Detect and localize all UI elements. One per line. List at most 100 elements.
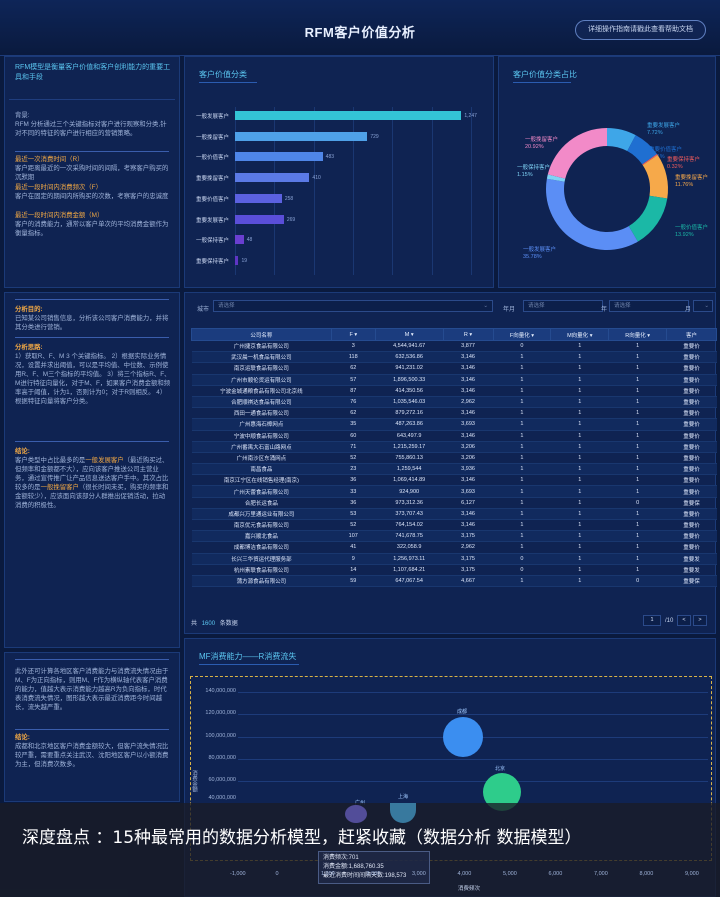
bubble-y-tick: 60,000,000: [208, 777, 236, 783]
table-row[interactable]: 宁波中顺食品有限公司 60 643,497.9 3,146 1 1 1 重要价: [191, 430, 717, 442]
table-cell: 3,146: [443, 374, 493, 386]
table-cell: 52: [331, 452, 376, 465]
table-cell: 3,175: [443, 564, 493, 576]
m-text: 客户的消费能力，通常以客户单次的平均消费金额作为衡量指标。: [15, 221, 169, 237]
table-cell: 71: [331, 441, 376, 453]
donut-slice-4[interactable]: [628, 195, 668, 242]
table-row[interactable]: 广州番禺大石富山路网点 71 1,215,259.17 3,206 1 1 1 重要价: [191, 441, 717, 453]
donut-slice-5[interactable]: [546, 178, 638, 250]
month-dropdown-toggle[interactable]: ⌄: [693, 300, 713, 312]
month-select[interactable]: 请选择: [609, 300, 689, 312]
bar-5[interactable]: [235, 214, 284, 224]
donut-slice-0[interactable]: [607, 128, 636, 152]
prev-page-button[interactable]: <: [677, 615, 691, 626]
bar-7[interactable]: [235, 255, 239, 265]
table-cell: 941,231.02: [375, 362, 444, 375]
donut-slice-7[interactable]: [547, 128, 607, 179]
table-row[interactable]: 杭州素联食品有限公司 14 1,107,684.21 3,175 0 1 1 重要发: [191, 564, 717, 576]
table-cell: 9: [331, 553, 376, 565]
table-cell: 重要价: [666, 374, 717, 386]
table-row[interactable]: 南昌食品 23 1,259,544 3,936 1 1 1 重要价: [191, 463, 717, 476]
table-header-cell[interactable]: R向量化 ▾: [608, 328, 668, 341]
table-row[interactable]: 广州天蕾食品有限公司 33 924,900 3,693 1 1 1 重要价: [191, 485, 717, 498]
bubble-shanghai[interactable]: [390, 803, 416, 823]
donut-slice-3[interactable]: [642, 155, 668, 199]
table-row[interactable]: 广州惠海石樟网点 35 487,263.86 3,693 1 1 1 重要价: [191, 418, 717, 431]
bar-6[interactable]: [235, 235, 244, 245]
table-row[interactable]: 广州市顺伦货运有限公司 57 1,896,500.33 3,146 1 1 1 重要价: [191, 374, 717, 386]
table-cell: 1: [550, 485, 609, 498]
table-header-cell[interactable]: M向量化 ▾: [550, 328, 610, 341]
help-doc-button[interactable]: 详细操作指南请戳此查看帮助文档: [575, 20, 706, 40]
table-cell: 973,312.36: [375, 497, 444, 509]
bubble-guangzhou[interactable]: [345, 805, 367, 823]
donut-slice-1[interactable]: [627, 135, 657, 165]
table-row[interactable]: 宁波金城通粮食品有限公司北京线 87 414,350.56 3,146 1 1 1 重要价: [191, 385, 717, 397]
next-page-button[interactable]: >: [693, 615, 707, 626]
page-input[interactable]: 1: [643, 615, 661, 626]
table-row[interactable]: 合肥顺祺达食品有限公司 76 1,035,546.03 2,962 1 1 1 重要价: [191, 396, 717, 409]
background-title: 背景:: [15, 112, 30, 119]
table-cell: 1: [550, 497, 609, 509]
donut-slice-label: 重要保持客户: [667, 155, 700, 163]
table-header-cell[interactable]: 公司名称: [191, 328, 332, 341]
table-cell: 1: [493, 396, 551, 409]
table-cell: 1: [550, 530, 609, 543]
table-header-cell[interactable]: R ▾: [442, 328, 494, 341]
table-row[interactable]: 广州捷京食品有限公司 3 4,544,941.67 3,877 0 1 1 重要价: [191, 340, 717, 353]
table-row[interactable]: 南京江宁区在线销售经理(南京) 36 1,069,414.89 3,146 1 1 1 重要价: [191, 474, 717, 487]
chevron-down-icon: ⌄: [483, 303, 488, 309]
table-row[interactable]: 合肥长运食品 36 973,312.36 6,127 1 1 0 重要保: [191, 497, 717, 509]
bubble-x-tick: 1,000: [321, 871, 335, 877]
table-header-cell[interactable]: M ▾: [374, 328, 444, 341]
bar-0[interactable]: [235, 111, 462, 120]
bar-gridline: [431, 107, 433, 275]
bar-value-label: 410: [312, 175, 321, 182]
table-row[interactable]: 广州南沙区东涌网点 52 755,860.13 3,206 1 1 1 重要价: [191, 452, 717, 465]
table-cell: 4,667: [443, 575, 493, 588]
table-row[interactable]: 南京运联食品有限公司 62 941,231.02 3,146 1 1 1 重要价: [191, 362, 717, 375]
year-select[interactable]: 请选择: [523, 300, 603, 312]
table-row[interactable]: 武汉晨一机食品有限公司 118 632,536.86 3,146 1 1 1 重要价: [191, 351, 717, 364]
thinking-text: 1）获取R、F、M 3 个关键指标。 2）根据实际业务情况，设置并求出阈值，可以…: [15, 353, 171, 405]
table-cell: 643,497.9: [375, 430, 444, 442]
table-cell: 1: [493, 441, 551, 453]
thinking-title: 分析思路:: [15, 344, 43, 351]
table-row[interactable]: 成都博洁食品有限公司 41 322,058.9 2,962 1 1 1 重要价: [191, 541, 717, 554]
customer-table: 公司名称 F ▾ M ▾ R ▾ F向量化 ▾ M向量化 ▾ R向量化 ▾ 客户 广州捷京食品…: [191, 328, 717, 588]
bar-2[interactable]: [235, 152, 323, 162]
table-cell: 蒲方源食品有限公司: [191, 575, 332, 588]
table-row[interactable]: 蒲方源食品有限公司 59 647,067.54 4,667 1 1 0 重要保: [191, 575, 717, 588]
table-cell: 1: [550, 463, 609, 476]
table-cell: 0: [493, 564, 551, 576]
table-cell: 107: [331, 530, 376, 543]
table-cell: 南昌食品: [191, 463, 332, 476]
table-cell: 414,350.56: [375, 385, 444, 397]
table-row[interactable]: 长兴三华贸运代理服务部 9 1,256,973.11 3,175 0 1 1 重要发: [191, 553, 717, 565]
bubble-tooltip: 消费频次:701 消费金额:1,688,760.35 最近消费时间间隔天数:19…: [318, 851, 430, 884]
table-header-cell[interactable]: F ▾: [330, 328, 376, 341]
table-row[interactable]: 南京优元食品有限公司 52 764,154.02 3,146 1 1 1 重要价: [191, 519, 717, 532]
table-cell: 1: [550, 340, 609, 353]
bubble-chengdu[interactable]: [443, 717, 483, 757]
table-row[interactable]: 西田一通食品有限公司 62 879,272.16 3,146 1 1 1 重要价: [191, 407, 717, 420]
bar-3[interactable]: [235, 173, 310, 183]
donut-slice-2[interactable]: [642, 154, 658, 166]
bar-panel-title: 客户价值分类: [199, 70, 247, 79]
bubble-desc-panel: 此外还可计算各地区客户消费能力与消费流失情况由于M、F为正向指标，则用M、F作为…: [4, 652, 180, 802]
table-cell: 1: [550, 508, 609, 521]
bar-1[interactable]: [235, 131, 368, 141]
bar-4[interactable]: [235, 193, 282, 203]
table-header-cell[interactable]: 客户: [666, 328, 717, 341]
table-cell: 1,896,500.33: [375, 374, 444, 386]
table-row[interactable]: 成都兴万里通运业有限公司 53 373,707.43 3,146 1 1 1 重要价: [191, 508, 717, 521]
table-cell: 重要保: [666, 497, 717, 509]
table-header-cell[interactable]: F向量化 ▾: [492, 328, 552, 341]
bar-category-label: 重要挽留客户: [195, 176, 229, 183]
conclusion-text: 客户类型中占比最多的是一般发展客户（最近购买过、但频率和金额都不大），应向该客户…: [15, 457, 169, 509]
table-row[interactable]: 嘉兴顺北食品 107 741,678.75 3,175 1 1 1 重要价: [191, 530, 717, 543]
donut-slice-label: 一般价值客户: [675, 223, 708, 231]
city-select[interactable]: 请选择 ⌄: [213, 300, 493, 312]
table-cell: 1,259,544: [375, 463, 444, 476]
donut-slice-6[interactable]: [546, 174, 566, 182]
